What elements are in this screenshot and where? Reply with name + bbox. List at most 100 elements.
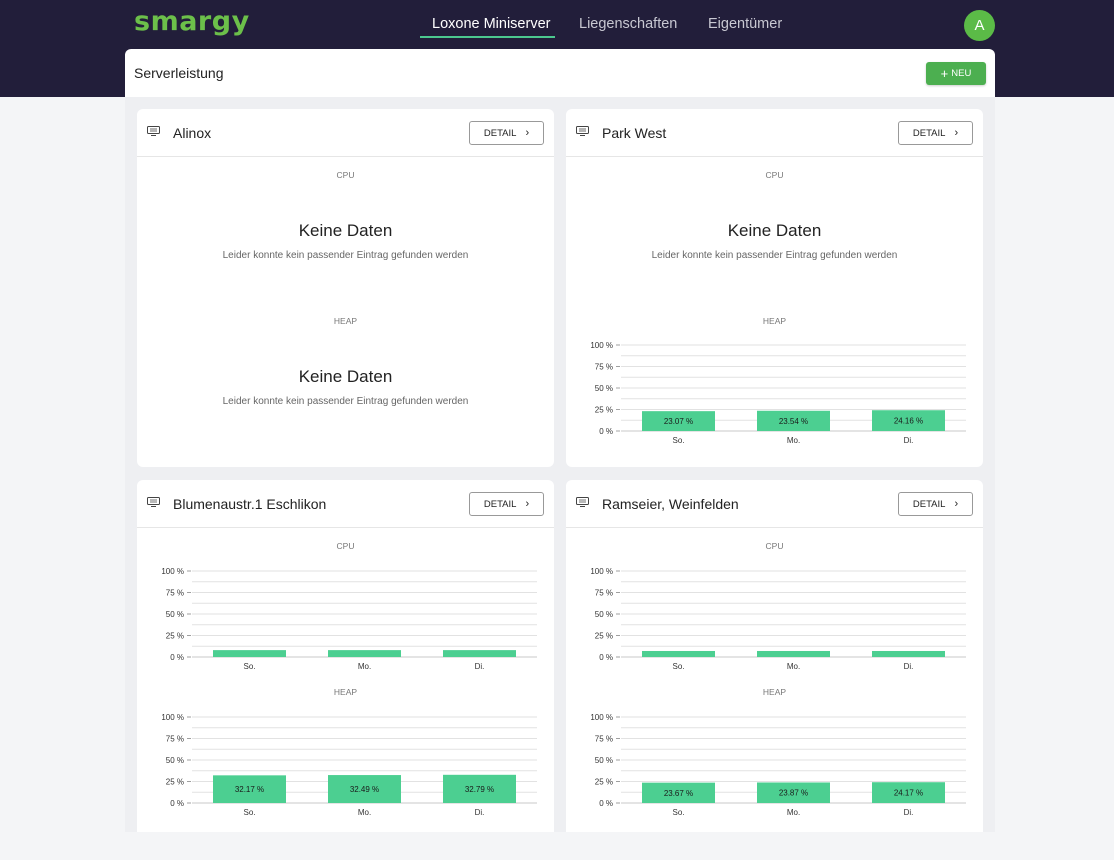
- server-name: Blumenaustr.1 Eschlikon: [173, 496, 327, 512]
- card-header: Blumenaustr.1 Eschlikon DETAIL ›: [137, 480, 554, 528]
- detail-button-label: DETAIL: [483, 127, 517, 139]
- y-tick-label: 0 %: [599, 427, 613, 436]
- chevron-right-icon: ›: [954, 127, 959, 139]
- card-header: Park West DETAIL ›: [566, 109, 983, 157]
- detail-button-label: DETAIL: [912, 498, 946, 510]
- cpu-section-label: CPU: [765, 170, 784, 180]
- no-data-title: Keine Daten: [727, 221, 822, 240]
- page-header-card: Serverleistung + NEU: [125, 49, 995, 97]
- chevron-right-icon: ›: [525, 498, 530, 510]
- server-card-ramseier-weinfelden: Ramseier, Weinfelden DETAIL › CPU 100 % 7…: [566, 480, 983, 832]
- no-data-title: Keine Daten: [298, 367, 393, 386]
- detail-button[interactable]: DETAIL ›: [898, 492, 973, 516]
- chevron-right-icon: ›: [954, 498, 959, 510]
- monitor-icon: [147, 497, 160, 507]
- x-tick-label: Mo.: [358, 662, 371, 671]
- bar: [642, 782, 715, 803]
- y-tick-label: 25 %: [595, 406, 613, 415]
- x-tick-label: Di.: [475, 808, 485, 817]
- bar-value-label: 32.17 %: [235, 785, 264, 794]
- server-card-alinox: Alinox DETAIL › CPU Keine Daten Leider k…: [137, 109, 554, 467]
- bar: [213, 775, 286, 803]
- bar: [757, 410, 830, 431]
- x-tick-label: So.: [672, 662, 684, 671]
- heap-section-label: HEAP: [333, 316, 358, 326]
- x-tick-label: So.: [243, 662, 255, 671]
- detail-button[interactable]: DETAIL ›: [898, 121, 973, 145]
- bar: [872, 782, 945, 803]
- y-tick-label: 25 %: [166, 632, 184, 641]
- heap-bar-chart: 100 % 75 % 50 % 25 % 0 % 32.17 % So. 32.49 % Mo.…: [161, 713, 537, 817]
- bar-value-label: 23.67 %: [664, 789, 693, 798]
- x-tick-label: Di.: [904, 808, 914, 817]
- server-name: Alinox: [173, 125, 212, 141]
- bar: [757, 782, 830, 803]
- y-tick-label: 50 %: [595, 610, 613, 619]
- monitor-icon: [576, 497, 589, 507]
- cpu-section-label: CPU: [336, 541, 355, 551]
- x-tick-label: Mo.: [787, 808, 800, 817]
- y-tick-label: 0 %: [170, 799, 184, 808]
- bar: [642, 650, 715, 657]
- bar: [642, 411, 715, 431]
- server-card-blumenaustr-eschlikon: Blumenaustr.1 Eschlikon DETAIL › CPU 100…: [137, 480, 554, 832]
- card-header: Alinox DETAIL ›: [137, 109, 554, 157]
- y-tick-label: 50 %: [166, 756, 184, 765]
- bar-value-label: 24.17 %: [894, 789, 923, 798]
- y-tick-label: 100 %: [590, 567, 613, 576]
- y-tick-label: 75 %: [166, 735, 184, 744]
- heap-section-label: HEAP: [333, 687, 358, 697]
- y-tick-label: 50 %: [595, 384, 613, 393]
- server-name: Ramseier, Weinfelden: [602, 496, 739, 512]
- heap-bar-chart: 100 % 75 % 50 % 25 % 0 % 23.67 % So. 23.87 % Mo.…: [590, 713, 966, 817]
- cpu-bar-chart: 100 % 75 % 50 % 25 % 0 % So. Mo. Di.: [161, 567, 537, 671]
- bar: [872, 650, 945, 657]
- y-tick-label: 50 %: [166, 610, 184, 619]
- active-nav-underline: [420, 36, 555, 38]
- server-name: Park West: [602, 125, 667, 141]
- y-tick-label: 25 %: [595, 778, 613, 787]
- y-tick-label: 75 %: [166, 589, 184, 598]
- bar-value-label: 23.87 %: [779, 789, 808, 798]
- nav-loxone-miniserver[interactable]: Loxone Miniserver: [432, 16, 551, 32]
- bar-value-label: 32.79 %: [465, 785, 494, 794]
- new-button[interactable]: + NEU: [926, 62, 986, 85]
- bar: [213, 650, 286, 657]
- no-data-message: Leider konnte kein passender Eintrag gef…: [222, 250, 469, 261]
- card-header: Ramseier, Weinfelden DETAIL ›: [566, 480, 983, 528]
- cpu-section-label: CPU: [336, 170, 355, 180]
- bar: [757, 650, 830, 657]
- nav-liegenschaften[interactable]: Liegenschaften: [579, 16, 678, 32]
- heap-section-label: HEAP: [762, 687, 787, 697]
- no-data-title: Keine Daten: [298, 221, 393, 240]
- y-tick-label: 0 %: [170, 653, 184, 662]
- bar: [443, 774, 516, 803]
- detail-button[interactable]: DETAIL ›: [469, 492, 544, 516]
- new-button-label: NEU: [951, 68, 972, 79]
- user-avatar[interactable]: A: [964, 10, 995, 41]
- y-tick-label: 50 %: [595, 756, 613, 765]
- x-tick-label: Di.: [904, 662, 914, 671]
- x-tick-label: So.: [672, 808, 684, 817]
- y-tick-label: 75 %: [595, 589, 613, 598]
- no-data-message: Leider konnte kein passender Eintrag gef…: [651, 250, 898, 261]
- bar: [328, 650, 401, 657]
- detail-button[interactable]: DETAIL ›: [469, 121, 544, 145]
- monitor-icon: [576, 126, 589, 136]
- nav-eigentuemer[interactable]: Eigentümer: [708, 16, 783, 32]
- bar-value-label: 23.54 %: [779, 417, 808, 426]
- x-tick-label: Mo.: [787, 662, 800, 671]
- plus-icon: +: [940, 66, 949, 81]
- smargy-logo[interactable]: smargy: [134, 6, 250, 37]
- detail-button-label: DETAIL: [912, 127, 946, 139]
- y-tick-label: 25 %: [595, 632, 613, 641]
- y-tick-label: 75 %: [595, 363, 613, 372]
- x-tick-label: Mo.: [787, 436, 800, 445]
- x-tick-label: So.: [243, 808, 255, 817]
- monitor-icon: [147, 126, 160, 136]
- y-tick-label: 75 %: [595, 735, 613, 744]
- y-tick-label: 0 %: [599, 653, 613, 662]
- bar: [328, 775, 401, 803]
- bar-value-label: 32.49 %: [350, 785, 379, 794]
- bar-value-label: 23.07 %: [664, 417, 693, 426]
